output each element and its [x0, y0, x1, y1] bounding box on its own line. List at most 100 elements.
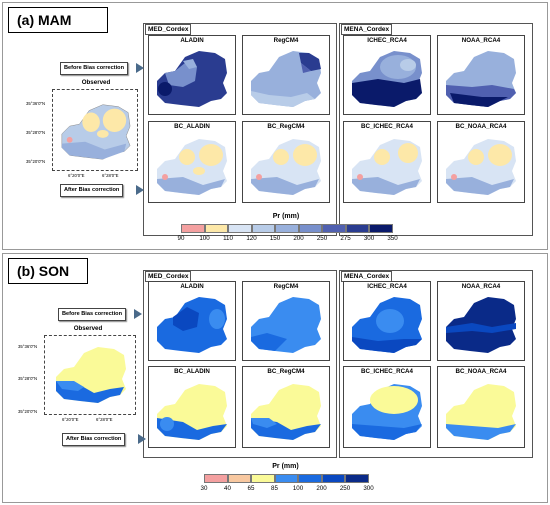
section-b-mena-group	[339, 270, 533, 458]
section-b-after-arrow	[138, 434, 146, 444]
section-b-frame	[2, 253, 548, 503]
section-a-xtick-2: 6°28'0"E	[102, 173, 119, 178]
section-b-map-bc-noaa-title: BC_NOAA_RCA4	[455, 368, 507, 375]
section-b-map-regcm4-shape	[251, 297, 321, 353]
section-b-map-ichec: ICHEC_RCA4	[343, 281, 431, 361]
section-a-map-noaa-shape	[446, 51, 516, 107]
section-a-map-bc-ichec-shape	[352, 139, 422, 195]
section-a-legend-tick: 90	[177, 235, 185, 242]
section-a-legend-swatch	[275, 224, 299, 233]
section-a-legend-swatch	[204, 224, 228, 233]
section-b-legend-swatch	[227, 474, 251, 483]
section-a-label: (a) MAM	[8, 7, 108, 33]
section-b-map-bc-aladin-title: BC_ALADIN	[174, 368, 210, 375]
section-b-legend-tick: 30	[200, 485, 208, 492]
section-a-ytick-1: 35°36'0"N	[26, 101, 46, 106]
section-a-legend-tick: 150	[269, 235, 281, 242]
section-b-ytick-1: 35°36'0"N	[18, 344, 38, 349]
section-a-map-bc-aladin-title: BC_ALADIN	[174, 123, 210, 130]
section-b-legend-swatch	[274, 474, 298, 483]
section-a-legend-tick: 200	[293, 235, 304, 242]
section-b-map-bc-ichec-title: BC_ICHEC_RCA4	[361, 368, 413, 375]
section-a-xtick-1: 6°20'0"E	[68, 173, 85, 178]
section-a-map-noaa-title: NOAA_RCA4	[461, 37, 501, 44]
section-a-map-regcm4-shape	[251, 51, 321, 107]
section-b-legend-swatch	[345, 474, 369, 483]
section-a-observed-shape	[61, 104, 131, 160]
section-a-after-label: After Bias correction	[60, 184, 124, 197]
section-a-legend-swatch	[181, 224, 205, 233]
section-a-legend-swatch	[298, 224, 322, 233]
section-b-map-bc-regcm4-shape	[251, 384, 321, 440]
section-a-med-title: MED_Cordex	[145, 24, 192, 35]
section-a-legend-tick: 275	[340, 235, 351, 242]
section-b-legend-swatch	[204, 474, 228, 483]
section-a-legend-swatch	[345, 224, 369, 233]
section-a-map-bc-ichec: BC_ICHEC_RCA4	[343, 121, 431, 203]
section-b-map-aladin-shape	[157, 297, 227, 353]
section-a-map-aladin-title: ALADIN	[180, 37, 204, 44]
section-b-observed-title: Observed	[73, 325, 103, 332]
section-a-after-arrow	[136, 185, 144, 195]
section-a-map-ichec: ICHEC_RCA4	[343, 35, 431, 115]
section-b-map-bc-aladin: BC_ALADIN	[148, 366, 236, 448]
section-a-observed-title: Observed	[81, 79, 111, 86]
section-a-map-bc-noaa-shape	[446, 139, 516, 195]
section-b-map-bc-regcm4: BC_RegCM4	[242, 366, 330, 448]
section-b-map-bc-aladin-shape	[157, 384, 227, 440]
section-a-legend-tick: 110	[223, 235, 233, 242]
section-b-xtick-2: 6°28'0"E	[96, 417, 113, 422]
section-b-med-group	[143, 270, 337, 458]
section-b-legend-swatch	[298, 474, 322, 483]
section-a-legend-tick: 300	[363, 235, 375, 242]
section-a-before-label: Before Bias correction	[60, 62, 128, 75]
section-b-legend-swatch	[321, 474, 345, 483]
section-a-observed-map	[52, 89, 138, 171]
section-a-ytick-3: 35°20'0"N	[26, 159, 46, 164]
section-b-legend-tick: 100	[292, 485, 304, 492]
section-a-legend-tick: 350	[387, 235, 398, 242]
section-a-before-arrow	[136, 63, 144, 73]
section-b-legend-tick: 65	[247, 485, 255, 492]
section-b-observed-map	[44, 335, 136, 415]
section-a-map-bc-ichec-title: BC_ICHEC_RCA4	[361, 123, 413, 130]
section-b-after-label: After Bias correction	[62, 433, 126, 446]
section-b-legend-tick: 300	[363, 485, 374, 492]
section-a-map-bc-regcm4-title: BC_RegCM4	[267, 123, 305, 130]
section-b-map-noaa-shape	[446, 297, 516, 353]
section-a-map-aladin: ALADIN	[148, 35, 236, 115]
section-a-legend-tick: 250	[316, 235, 328, 242]
section-b-ytick-2: 35°28'0"N	[18, 376, 38, 381]
section-a-legend-swatch	[228, 224, 252, 233]
section-a-legend-tick: 100	[199, 235, 210, 242]
section-b-legend-tick: 40	[224, 485, 231, 492]
section-a-map-regcm4-title: RegCM4	[273, 37, 299, 44]
section-a-map-bc-noaa-title: BC_NOAA_RCA4	[455, 123, 507, 130]
section-b-map-aladin: ALADIN	[148, 281, 236, 361]
section-a-map-bc-aladin: BC_ALADIN	[148, 121, 236, 203]
section-b-xtick-1: 6°20'0"E	[62, 417, 79, 422]
section-b-map-bc-noaa-shape	[446, 384, 516, 440]
section-b-map-bc-regcm4-title: BC_RegCM4	[267, 368, 305, 375]
section-a-map-ichec-shape	[352, 51, 422, 107]
section-b-before-arrow	[134, 309, 142, 319]
section-a-mena-title: MENA_Cordex	[341, 24, 393, 35]
section-b-map-noaa: NOAA_RCA4	[437, 281, 525, 361]
section-a-frame	[2, 2, 548, 250]
section-a-map-noaa: NOAA_RCA4	[437, 35, 525, 115]
section-b-observed-shape	[56, 347, 126, 403]
section-a-legend-swatch	[322, 224, 346, 233]
section-a-map-ichec-title: ICHEC_RCA4	[367, 37, 407, 44]
section-a-legend-swatch	[251, 224, 275, 233]
section-b-map-ichec-shape	[352, 297, 422, 353]
section-a-map-bc-aladin-shape	[157, 139, 227, 195]
section-b-map-bc-ichec: BC_ICHEC_RCA4	[343, 366, 431, 448]
section-b-map-noaa-title: NOAA_RCA4	[461, 283, 501, 290]
section-a-map-bc-regcm4-shape	[251, 139, 321, 195]
section-b-legend-tick: 200	[316, 485, 327, 492]
section-b-legend-tick: 250	[339, 485, 351, 492]
section-a-ytick-2: 35°28'0"N	[26, 130, 46, 135]
section-a-med-group	[143, 23, 337, 236]
section-b-map-ichec-title: ICHEC_RCA4	[367, 283, 407, 290]
section-b-map-regcm4: RegCM4	[242, 281, 330, 361]
